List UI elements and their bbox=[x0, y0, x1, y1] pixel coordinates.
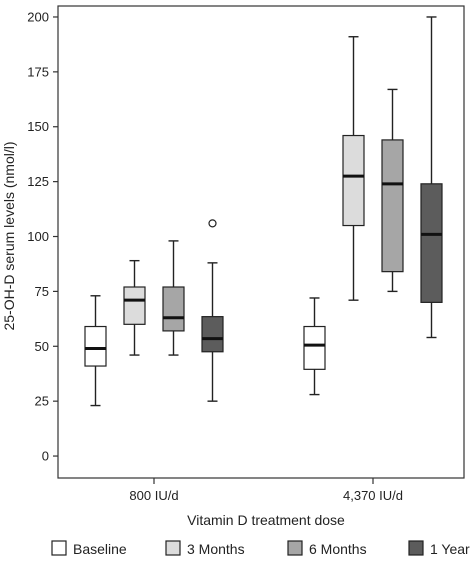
y-tick-label: 150 bbox=[27, 119, 49, 134]
plot-border bbox=[57, 5, 465, 479]
box-3-months bbox=[342, 36, 365, 301]
box-6-months bbox=[381, 88, 404, 293]
y-tick-label: 25 bbox=[35, 394, 49, 409]
legend-label: 3 Months bbox=[187, 541, 245, 557]
iqr-box bbox=[420, 183, 443, 303]
iqr-box bbox=[84, 325, 107, 367]
x-axis: 800 IU/d 4,370 IU/d bbox=[129, 478, 403, 503]
legend: Baseline 3 Months 6 Months 1 Year bbox=[51, 540, 470, 557]
box-baseline bbox=[84, 295, 107, 407]
y-tick-label: 200 bbox=[27, 9, 49, 24]
iqr-box bbox=[162, 286, 185, 332]
y-axis: 0 25 50 75 100 125 150 175 200 bbox=[27, 9, 58, 464]
legend-swatch bbox=[408, 540, 424, 556]
iqr-box bbox=[303, 325, 326, 370]
iqr-box bbox=[123, 286, 146, 325]
x-tick-label: 800 IU/d bbox=[129, 488, 178, 503]
box-baseline bbox=[303, 297, 326, 396]
legend-label: 6 Months bbox=[309, 541, 367, 557]
box-series bbox=[84, 16, 443, 407]
box-1-year bbox=[201, 219, 224, 402]
y-tick-label: 125 bbox=[27, 174, 49, 189]
y-tick-label: 100 bbox=[27, 229, 49, 244]
legend-label: 1 Year bbox=[430, 541, 470, 557]
x-tick-label: 4,370 IU/d bbox=[343, 488, 403, 503]
box-6-months bbox=[162, 240, 185, 356]
plot-frame bbox=[57, 5, 465, 479]
legend-label: Baseline bbox=[73, 541, 127, 557]
x-axis-title: Vitamin D treatment dose bbox=[187, 512, 345, 528]
y-tick-label: 175 bbox=[27, 64, 49, 79]
y-tick-label: 0 bbox=[42, 449, 49, 464]
y-axis-title: 25-OH-D serum levels (nmol/l) bbox=[1, 141, 17, 330]
iqr-box bbox=[381, 139, 404, 273]
legend-swatch bbox=[287, 540, 303, 556]
outlier-point bbox=[208, 219, 217, 228]
box-3-months bbox=[123, 259, 146, 356]
iqr-box bbox=[201, 316, 224, 353]
y-tick-label: 50 bbox=[35, 339, 49, 354]
y-tick-label: 75 bbox=[35, 284, 49, 299]
box-1-year bbox=[420, 16, 443, 339]
legend-swatch bbox=[165, 540, 181, 556]
iqr-box bbox=[342, 134, 365, 227]
legend-swatch bbox=[51, 540, 67, 556]
